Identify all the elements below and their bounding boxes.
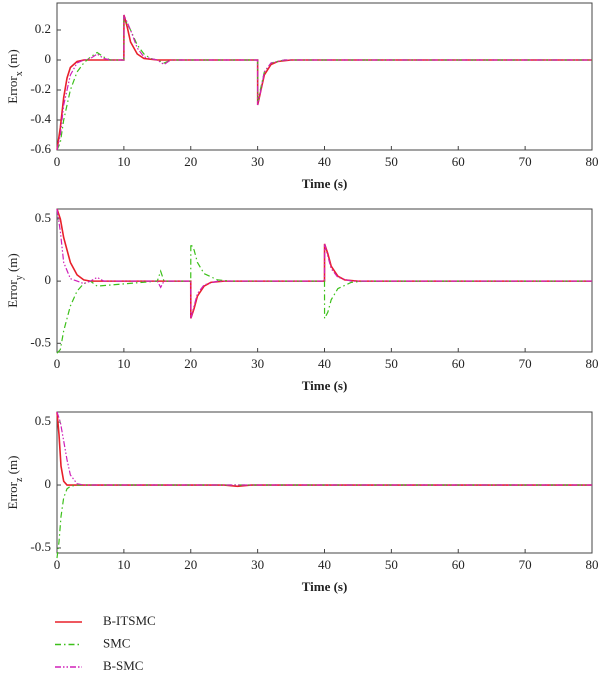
x-tick-label: 80 xyxy=(586,557,599,572)
y-tick-label: -0.2 xyxy=(30,81,51,96)
y-axis-label: Errorx (m) xyxy=(5,49,25,103)
x-tick-label: 80 xyxy=(586,356,599,371)
y-tick-label: -0.6 xyxy=(30,141,51,156)
x-tick-label: 0 xyxy=(54,154,61,169)
legend-label: B-ITSMC xyxy=(103,613,156,628)
x-tick-label: 40 xyxy=(318,356,331,371)
series-line xyxy=(56,411,592,488)
y-tick-label: 0 xyxy=(45,51,52,66)
x-tick-label: 10 xyxy=(117,154,130,169)
y-axis-label-part: x xyxy=(14,71,25,76)
y-axis-label-part: Error xyxy=(5,280,20,308)
x-tick-label: 70 xyxy=(519,557,532,572)
y-axis-label-part: z xyxy=(14,477,25,482)
x-tick-label: 30 xyxy=(251,557,264,572)
x-tick-label: 30 xyxy=(251,154,264,169)
x-tick-label: 50 xyxy=(385,154,398,169)
x-tick-label: 20 xyxy=(184,356,197,371)
x-tick-label: 70 xyxy=(519,356,532,371)
y-axis-label-part: (m) xyxy=(5,49,20,71)
y-tick-label: 0 xyxy=(45,476,52,491)
y-axis-label-part: (m) xyxy=(5,456,20,478)
x-tick-label: 40 xyxy=(318,154,331,169)
x-tick-label: 10 xyxy=(117,356,130,371)
x-tick-label: 50 xyxy=(385,557,398,572)
series-line xyxy=(56,411,592,486)
x-tick-label: 0 xyxy=(54,557,61,572)
y-axis-label-part: y xyxy=(14,275,25,280)
y-tick-label: -0.5 xyxy=(30,334,51,349)
x-tick-label: 20 xyxy=(184,557,197,572)
x-tick-label: 10 xyxy=(117,557,130,572)
x-tick-label: 60 xyxy=(452,356,465,371)
x-tick-label: 80 xyxy=(586,154,599,169)
y-tick-label: -0.4 xyxy=(30,111,51,126)
series-line xyxy=(56,14,592,151)
plot-frame xyxy=(56,411,593,554)
series-line xyxy=(56,15,592,151)
series-line xyxy=(56,14,592,151)
x-axis-label: Time (s) xyxy=(302,378,348,393)
y-tick-label: 0.2 xyxy=(35,21,51,36)
x-tick-label: 60 xyxy=(452,154,465,169)
y-axis-label: Errorz (m) xyxy=(5,456,25,510)
legend-label: SMC xyxy=(103,635,130,650)
y-tick-label: 0.5 xyxy=(35,210,51,225)
series-line xyxy=(56,208,592,319)
series-line xyxy=(56,243,592,354)
x-tick-label: 30 xyxy=(251,356,264,371)
x-tick-label: 20 xyxy=(184,154,197,169)
x-tick-label: 60 xyxy=(452,557,465,572)
y-tick-label: 0.5 xyxy=(35,413,51,428)
y-tick-label: 0 xyxy=(45,272,52,287)
x-tick-label: 50 xyxy=(385,356,398,371)
legend-label: B-SMC xyxy=(103,658,143,673)
x-tick-label: 40 xyxy=(318,557,331,572)
series-line xyxy=(56,484,592,559)
x-axis-label: Time (s) xyxy=(302,176,348,191)
y-axis-label-part: Error xyxy=(5,481,20,509)
x-tick-label: 70 xyxy=(519,154,532,169)
x-axis-label: Time (s) xyxy=(302,579,348,594)
y-axis-label-part: Error xyxy=(5,76,20,104)
y-axis-label-part: (m) xyxy=(5,253,20,275)
plot-frame xyxy=(56,2,593,151)
x-tick-label: 0 xyxy=(54,356,61,371)
y-axis-label: Errory (m) xyxy=(5,253,25,307)
y-tick-label: -0.5 xyxy=(30,539,51,554)
series-line xyxy=(56,208,592,319)
